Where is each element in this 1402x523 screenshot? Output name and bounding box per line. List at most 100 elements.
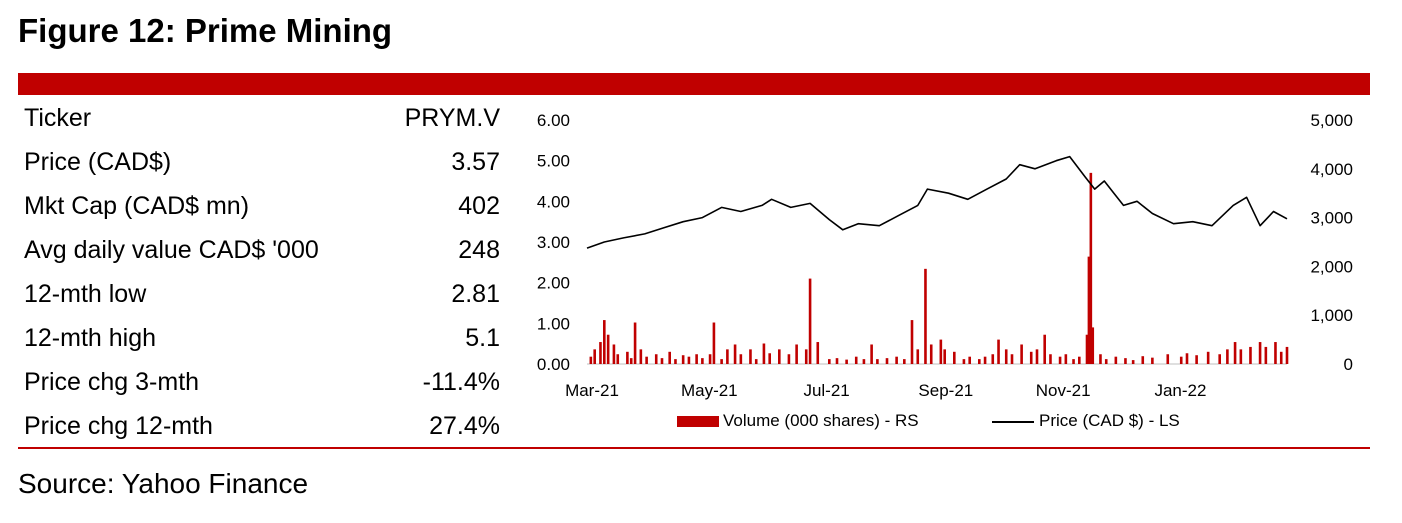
source-note: Source: Yahoo Finance bbox=[18, 468, 309, 499]
volume-bar bbox=[1104, 359, 1108, 364]
volume-bar bbox=[1279, 351, 1283, 364]
volume-bar bbox=[639, 349, 643, 364]
volume-bar bbox=[1099, 354, 1102, 364]
volume-bar bbox=[804, 349, 808, 364]
stat-value: PRYM.V bbox=[404, 104, 500, 132]
volume-bar bbox=[589, 356, 593, 364]
stat-label: Ticker bbox=[24, 104, 92, 132]
volume-bar bbox=[629, 358, 633, 364]
x-tick-label: Nov-21 bbox=[1036, 381, 1091, 400]
volume-bar bbox=[1249, 346, 1252, 364]
volume-bar bbox=[845, 359, 848, 364]
volume-bar bbox=[962, 359, 966, 364]
volume-bar bbox=[816, 342, 820, 364]
volume-bar bbox=[1206, 351, 1210, 364]
volume-bar bbox=[1035, 349, 1039, 364]
y-left-tick-label: 5.00 bbox=[537, 152, 570, 171]
stat-label: Avg daily value CAD$ '000 bbox=[24, 236, 319, 264]
stats-table: Ticker PRYM.V Price (CAD$) 3.57 Mkt Cap … bbox=[24, 100, 500, 452]
stat-row-price-chg-12mth: Price chg 12-mth 27.4% bbox=[24, 408, 500, 452]
stat-row-avg-daily-value: Avg daily value CAD$ '000 248 bbox=[24, 232, 500, 276]
volume-bar bbox=[1218, 354, 1221, 364]
volume-bar bbox=[1258, 342, 1262, 364]
volume-bar bbox=[754, 359, 758, 364]
volume-bar bbox=[733, 344, 737, 364]
volume-bar bbox=[626, 351, 629, 364]
volume-bar bbox=[1058, 356, 1062, 364]
volume-bar bbox=[1185, 353, 1189, 364]
x-tick-label: Jul-21 bbox=[803, 381, 849, 400]
volume-bar bbox=[1151, 357, 1154, 364]
x-tick-label: May-21 bbox=[681, 381, 738, 400]
volume-bar bbox=[720, 359, 723, 364]
volume-bar bbox=[1004, 349, 1008, 364]
volume-bar bbox=[916, 349, 920, 364]
price-volume-chart: 0.00 1.00 2.00 3.00 4.00 5.00 6.00 0 1,000 2,000 3… bbox=[537, 111, 1353, 430]
volume-bar bbox=[749, 349, 752, 364]
volume-bar bbox=[674, 359, 677, 364]
volume-bar bbox=[968, 356, 971, 364]
volume-bar bbox=[660, 358, 664, 364]
volume-bar bbox=[828, 359, 831, 364]
stat-value: 248 bbox=[458, 236, 500, 264]
volume-bar bbox=[953, 351, 956, 364]
stat-label: 12-mth low bbox=[24, 280, 147, 308]
stat-value: 2.81 bbox=[451, 280, 500, 308]
volume-bar bbox=[1233, 342, 1237, 364]
volume-bar bbox=[1020, 344, 1023, 364]
volume-bar bbox=[681, 355, 685, 364]
volume-bar bbox=[1043, 334, 1046, 364]
volume-bar bbox=[983, 356, 987, 364]
volume-bar bbox=[606, 334, 610, 364]
y-left-tick-label: 3.00 bbox=[537, 233, 570, 252]
volume-bar bbox=[1049, 354, 1052, 364]
x-tick-label: Sep-21 bbox=[918, 381, 973, 400]
volume-bar bbox=[978, 359, 981, 364]
volume-bar bbox=[1078, 356, 1081, 364]
volume-bar bbox=[695, 354, 698, 364]
volume-bar bbox=[924, 268, 927, 364]
volume-bar bbox=[1124, 358, 1127, 364]
stat-value: -11.4% bbox=[422, 368, 500, 396]
legend-price-label: Price (CAD $) - LS bbox=[1039, 411, 1180, 430]
stat-label: Price (CAD$) bbox=[24, 148, 172, 176]
stat-value: 5.1 bbox=[465, 324, 500, 352]
stat-value: 27.4% bbox=[429, 412, 500, 440]
volume-bar bbox=[612, 344, 616, 364]
volume-bar bbox=[1179, 356, 1183, 364]
volume-bar bbox=[1226, 349, 1229, 364]
figure-title: Figure 12: Prime Mining bbox=[18, 12, 393, 49]
volume-bar bbox=[599, 342, 602, 364]
volume-bar bbox=[616, 354, 620, 364]
volume-bar bbox=[795, 344, 798, 364]
volume-bar bbox=[876, 359, 879, 364]
stat-label: 12-mth high bbox=[24, 324, 157, 352]
y-left-tick-label: 1.00 bbox=[537, 314, 570, 333]
volume-bar bbox=[708, 354, 712, 364]
price-line bbox=[586, 155, 1288, 249]
stat-row-12mth-high: 12-mth high 5.1 bbox=[24, 320, 500, 364]
y-left-tick-label: 4.00 bbox=[537, 192, 570, 211]
volume-bar bbox=[835, 358, 839, 364]
stat-label: Price chg 12-mth bbox=[24, 412, 213, 440]
x-tick-label: Mar-21 bbox=[565, 381, 619, 400]
stat-value: 3.57 bbox=[451, 148, 500, 176]
stat-label: Mkt Cap (CAD$ mn) bbox=[24, 192, 250, 220]
volume-bar bbox=[1091, 327, 1095, 364]
volume-bar bbox=[726, 349, 729, 364]
volume-bar bbox=[885, 358, 889, 364]
header-red-bar bbox=[18, 73, 1370, 95]
volume-bar bbox=[1141, 356, 1145, 364]
volume-bar bbox=[668, 351, 671, 364]
bottom-rule bbox=[18, 447, 1370, 449]
volume-bar bbox=[1239, 349, 1243, 364]
volume-bar bbox=[654, 354, 658, 364]
y-left-tick-label: 0.00 bbox=[537, 355, 570, 374]
volume-bar bbox=[991, 354, 995, 364]
volume-bar bbox=[903, 359, 906, 364]
volume-bar bbox=[687, 356, 691, 364]
y-right-tick-label: 0 bbox=[1344, 355, 1353, 374]
volume-bar bbox=[1085, 334, 1089, 364]
y-right-tick-label: 1,000 bbox=[1310, 306, 1353, 325]
volume-bar bbox=[1274, 342, 1277, 364]
